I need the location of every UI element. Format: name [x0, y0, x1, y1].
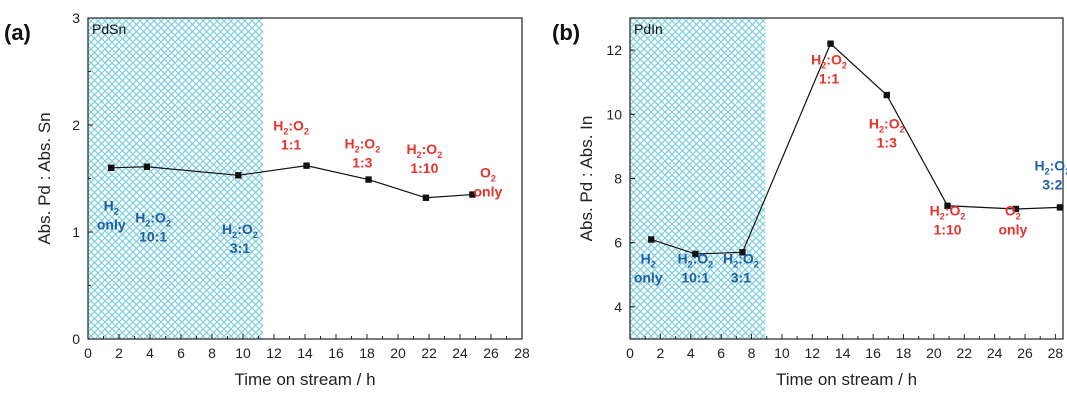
condition-label: H2:O2	[677, 251, 713, 270]
data-point	[944, 202, 951, 209]
condition-label: H2:O2	[135, 209, 171, 228]
y-tick-label: 8	[614, 171, 622, 187]
data-point	[648, 236, 655, 243]
condition-label: H2	[104, 198, 119, 217]
condition-label: H2:O2	[1035, 157, 1067, 176]
condition-label: only	[998, 221, 1027, 237]
shaded-region	[88, 18, 264, 339]
condition-label: H2:O2	[222, 221, 258, 240]
x-tick-label: 8	[748, 345, 756, 361]
x-tick-label: 0	[84, 345, 92, 361]
x-tick-label: 6	[177, 345, 185, 361]
y-tick-label: 4	[614, 299, 622, 315]
condition-label: 1:1	[819, 71, 839, 87]
condition-label: H2:O2	[273, 117, 309, 136]
x-tick-label: 16	[328, 345, 344, 361]
y-tick-label: 1	[72, 224, 80, 240]
sample-label: PdIn	[634, 21, 663, 37]
condition-label: O2	[480, 164, 496, 183]
y-tick-label: 2	[72, 117, 80, 133]
condition-label: H2:O2	[406, 141, 442, 160]
x-tick-label: 26	[1017, 345, 1033, 361]
data-point	[1056, 204, 1064, 211]
x-tick-label: 4	[687, 345, 695, 361]
data-point	[827, 40, 834, 47]
condition-label: 10:1	[139, 228, 167, 244]
x-tick-label: 24	[452, 345, 468, 361]
condition-label: 1:10	[410, 160, 438, 176]
sample-label: PdSn	[92, 21, 126, 37]
shaded-region	[630, 18, 766, 339]
condition-label: H2:O2	[344, 136, 380, 155]
x-tick-label: 2	[656, 345, 664, 361]
x-tick-label: 12	[266, 345, 282, 361]
x-tick-label: 14	[835, 345, 851, 361]
x-tick-label: 20	[390, 345, 406, 361]
condition-label: only	[474, 183, 503, 199]
condition-label: 1:10	[934, 221, 962, 237]
data-point	[422, 194, 430, 201]
x-tick-label: 10	[774, 345, 790, 361]
y-tick-label: 0	[72, 331, 80, 347]
x-axis-title: Time on stream / h	[234, 370, 375, 389]
data-point	[303, 162, 310, 169]
condition-label: H2:O2	[869, 116, 905, 135]
data-point	[143, 163, 151, 170]
y-tick-label: 6	[614, 235, 622, 251]
y-tick-label: 3	[72, 10, 80, 26]
condition-label: H2:O2	[723, 251, 759, 270]
x-axis-title: Time on stream / h	[776, 370, 917, 389]
condition-label: only	[634, 270, 663, 286]
x-tick-label: 4	[146, 345, 154, 361]
condition-label: 1:1	[281, 136, 301, 152]
x-tick-label: 10	[235, 345, 251, 361]
condition-label: 3:1	[731, 270, 751, 286]
data-point	[739, 249, 746, 256]
x-tick-label: 26	[483, 345, 499, 361]
x-tick-label: 2	[115, 345, 123, 361]
data-point	[692, 250, 699, 258]
x-tick-label: 0	[626, 345, 634, 361]
y-tick-label: 12	[606, 42, 622, 58]
condition-label: H2:O2	[930, 202, 966, 221]
condition-label: 3:2	[1042, 176, 1062, 192]
x-tick-label: 22	[421, 345, 437, 361]
y-axis-title: Abs. Pd : Abs. Sn	[35, 112, 54, 244]
x-tick-label: 12	[805, 345, 821, 361]
condition-label: only	[97, 217, 126, 233]
data-point	[469, 191, 476, 198]
data-point	[883, 91, 890, 99]
condition-label: H2:O2	[811, 52, 847, 71]
condition-label: H2	[641, 251, 656, 270]
condition-label: O2	[1005, 202, 1021, 221]
x-tick-label: 6	[717, 345, 725, 361]
x-tick-label: 18	[896, 345, 912, 361]
x-tick-label: 20	[926, 345, 942, 361]
x-tick-label: 28	[514, 345, 530, 361]
x-tick-label: 8	[208, 345, 216, 361]
condition-label: 1:3	[877, 135, 897, 151]
y-tick-label: 10	[606, 106, 622, 122]
x-tick-label: 14	[297, 345, 313, 361]
x-tick-label: 16	[865, 345, 881, 361]
condition-label: 1:3	[352, 155, 372, 171]
data-point	[1012, 205, 1020, 213]
x-tick-label: 28	[1048, 345, 1064, 361]
x-tick-label: 18	[359, 345, 375, 361]
panel-label: (b)	[552, 20, 580, 45]
y-axis-title: Abs. Pd : Abs. In	[577, 116, 596, 242]
data-point	[235, 172, 242, 179]
condition-label: 10:1	[681, 270, 709, 286]
data-point	[108, 164, 115, 171]
x-tick-label: 24	[987, 345, 1003, 361]
condition-label: 3:1	[230, 240, 250, 256]
x-tick-label: 22	[956, 345, 972, 361]
panel-label: (a)	[4, 20, 31, 45]
data-point	[365, 176, 372, 183]
series-line	[651, 42, 1060, 255]
